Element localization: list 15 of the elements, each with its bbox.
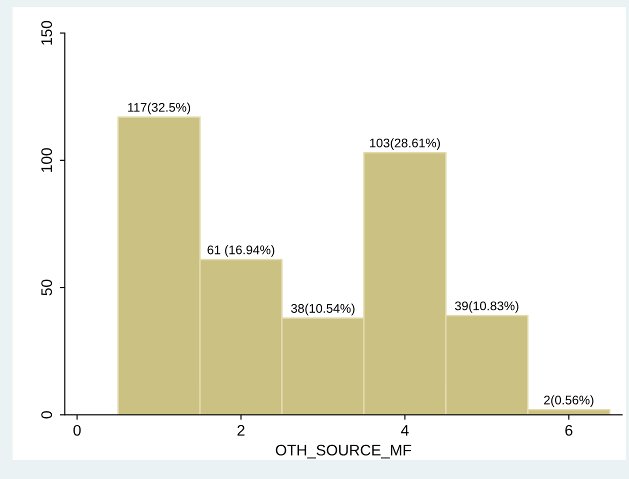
data-label: 61 (16.94%) [208,245,274,257]
y-tick-label: 50 [41,280,52,296]
data-label: 103(28.61%) [370,138,440,150]
x-axis-title: OTH_SOURCE_MF [276,444,412,458]
x-tick-label: 4 [401,425,409,436]
x-tick-label: 2 [238,424,244,436]
data-label: 39(10.83%) [455,301,518,313]
x-tick-label: 6 [565,424,572,436]
y-tick-label: 150 [41,20,52,45]
y-tick-label: 100 [41,148,52,172]
data-label: 117(32.5%) [128,102,190,114]
x-tick-label: 0 [73,424,81,436]
data-label: 38(10.54%) [291,304,354,316]
y-tick-label: 0 [41,411,52,418]
data-label: 2(0.56%) [544,395,594,407]
